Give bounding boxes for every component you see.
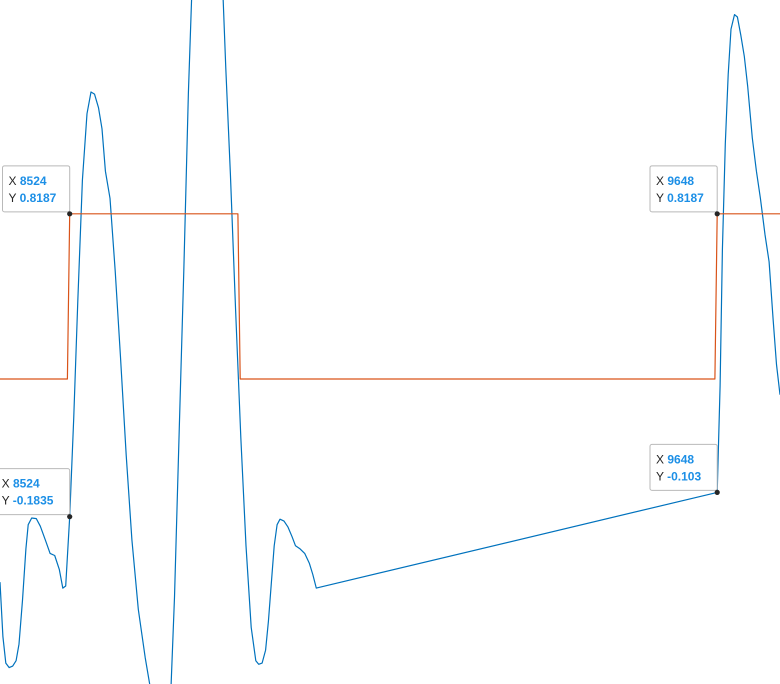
datatip-value: 0.8187	[667, 191, 704, 205]
datatip-box	[0, 468, 71, 516]
datatip-marker	[714, 489, 720, 495]
datatip-x-readout: X 8524	[2, 477, 40, 491]
datatip-y-readout: Y 0.8187	[9, 191, 57, 205]
datatip-axis-label: Y	[656, 469, 667, 483]
datatip-x-readout: X 8524	[9, 174, 47, 188]
datatip-axis-label: Y	[2, 494, 13, 508]
datatip-value: -0.103	[667, 469, 701, 483]
datatip-value: 8524	[13, 477, 40, 491]
datatip-value: 0.8187	[20, 191, 57, 205]
datatip-box	[649, 443, 718, 491]
datatip-axis-label: X	[656, 174, 667, 188]
datatip-value: 8524	[20, 174, 47, 188]
datatip-value: 9648	[667, 174, 694, 188]
datatip-box	[649, 165, 718, 213]
datatip-x-readout: X 9648	[656, 174, 694, 188]
datatip-axis-label: Y	[9, 191, 20, 205]
series-line-2	[0, 213, 780, 380]
datatip-axis-label: X	[9, 174, 20, 188]
datatip-y-readout: Y -0.1835	[2, 494, 54, 508]
datatip-x-readout: X 9648	[656, 452, 694, 466]
datatip-axis-label: Y	[656, 191, 667, 205]
datatip-marker	[67, 211, 73, 217]
datatip-axis-label: X	[656, 452, 667, 466]
datatip-value: 9648	[667, 452, 694, 466]
datatip-value: -0.1835	[13, 494, 54, 508]
datatip-y-readout: Y 0.8187	[656, 191, 704, 205]
datatip-y-readout: Y -0.103	[656, 469, 701, 483]
datatip-marker	[714, 211, 720, 217]
datatip-marker	[67, 514, 73, 520]
datatip-axis-label: X	[2, 477, 13, 491]
datatip-box	[2, 165, 71, 213]
